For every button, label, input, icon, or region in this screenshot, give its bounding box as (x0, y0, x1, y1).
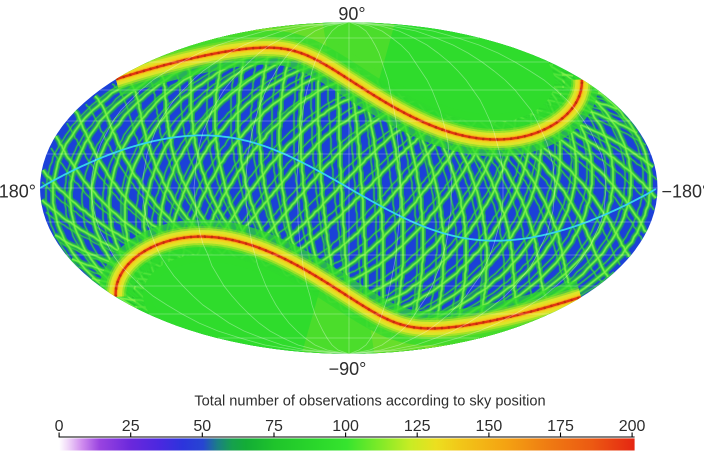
svg-text:25: 25 (122, 418, 140, 435)
svg-text:−90°: −90° (329, 359, 367, 379)
svg-text:125: 125 (404, 418, 431, 435)
svg-text:180°: 180° (0, 182, 36, 202)
svg-text:Total number of observations a: Total number of observations according t… (194, 394, 545, 410)
svg-text:−180°: −180° (662, 182, 704, 202)
svg-text:150: 150 (476, 418, 503, 435)
svg-text:90°: 90° (338, 4, 365, 24)
svg-text:100: 100 (332, 418, 359, 435)
svg-text:200: 200 (619, 418, 646, 435)
svg-text:50: 50 (193, 418, 211, 435)
svg-text:175: 175 (547, 418, 574, 435)
svg-text:75: 75 (265, 418, 283, 435)
svg-text:0: 0 (55, 418, 64, 435)
